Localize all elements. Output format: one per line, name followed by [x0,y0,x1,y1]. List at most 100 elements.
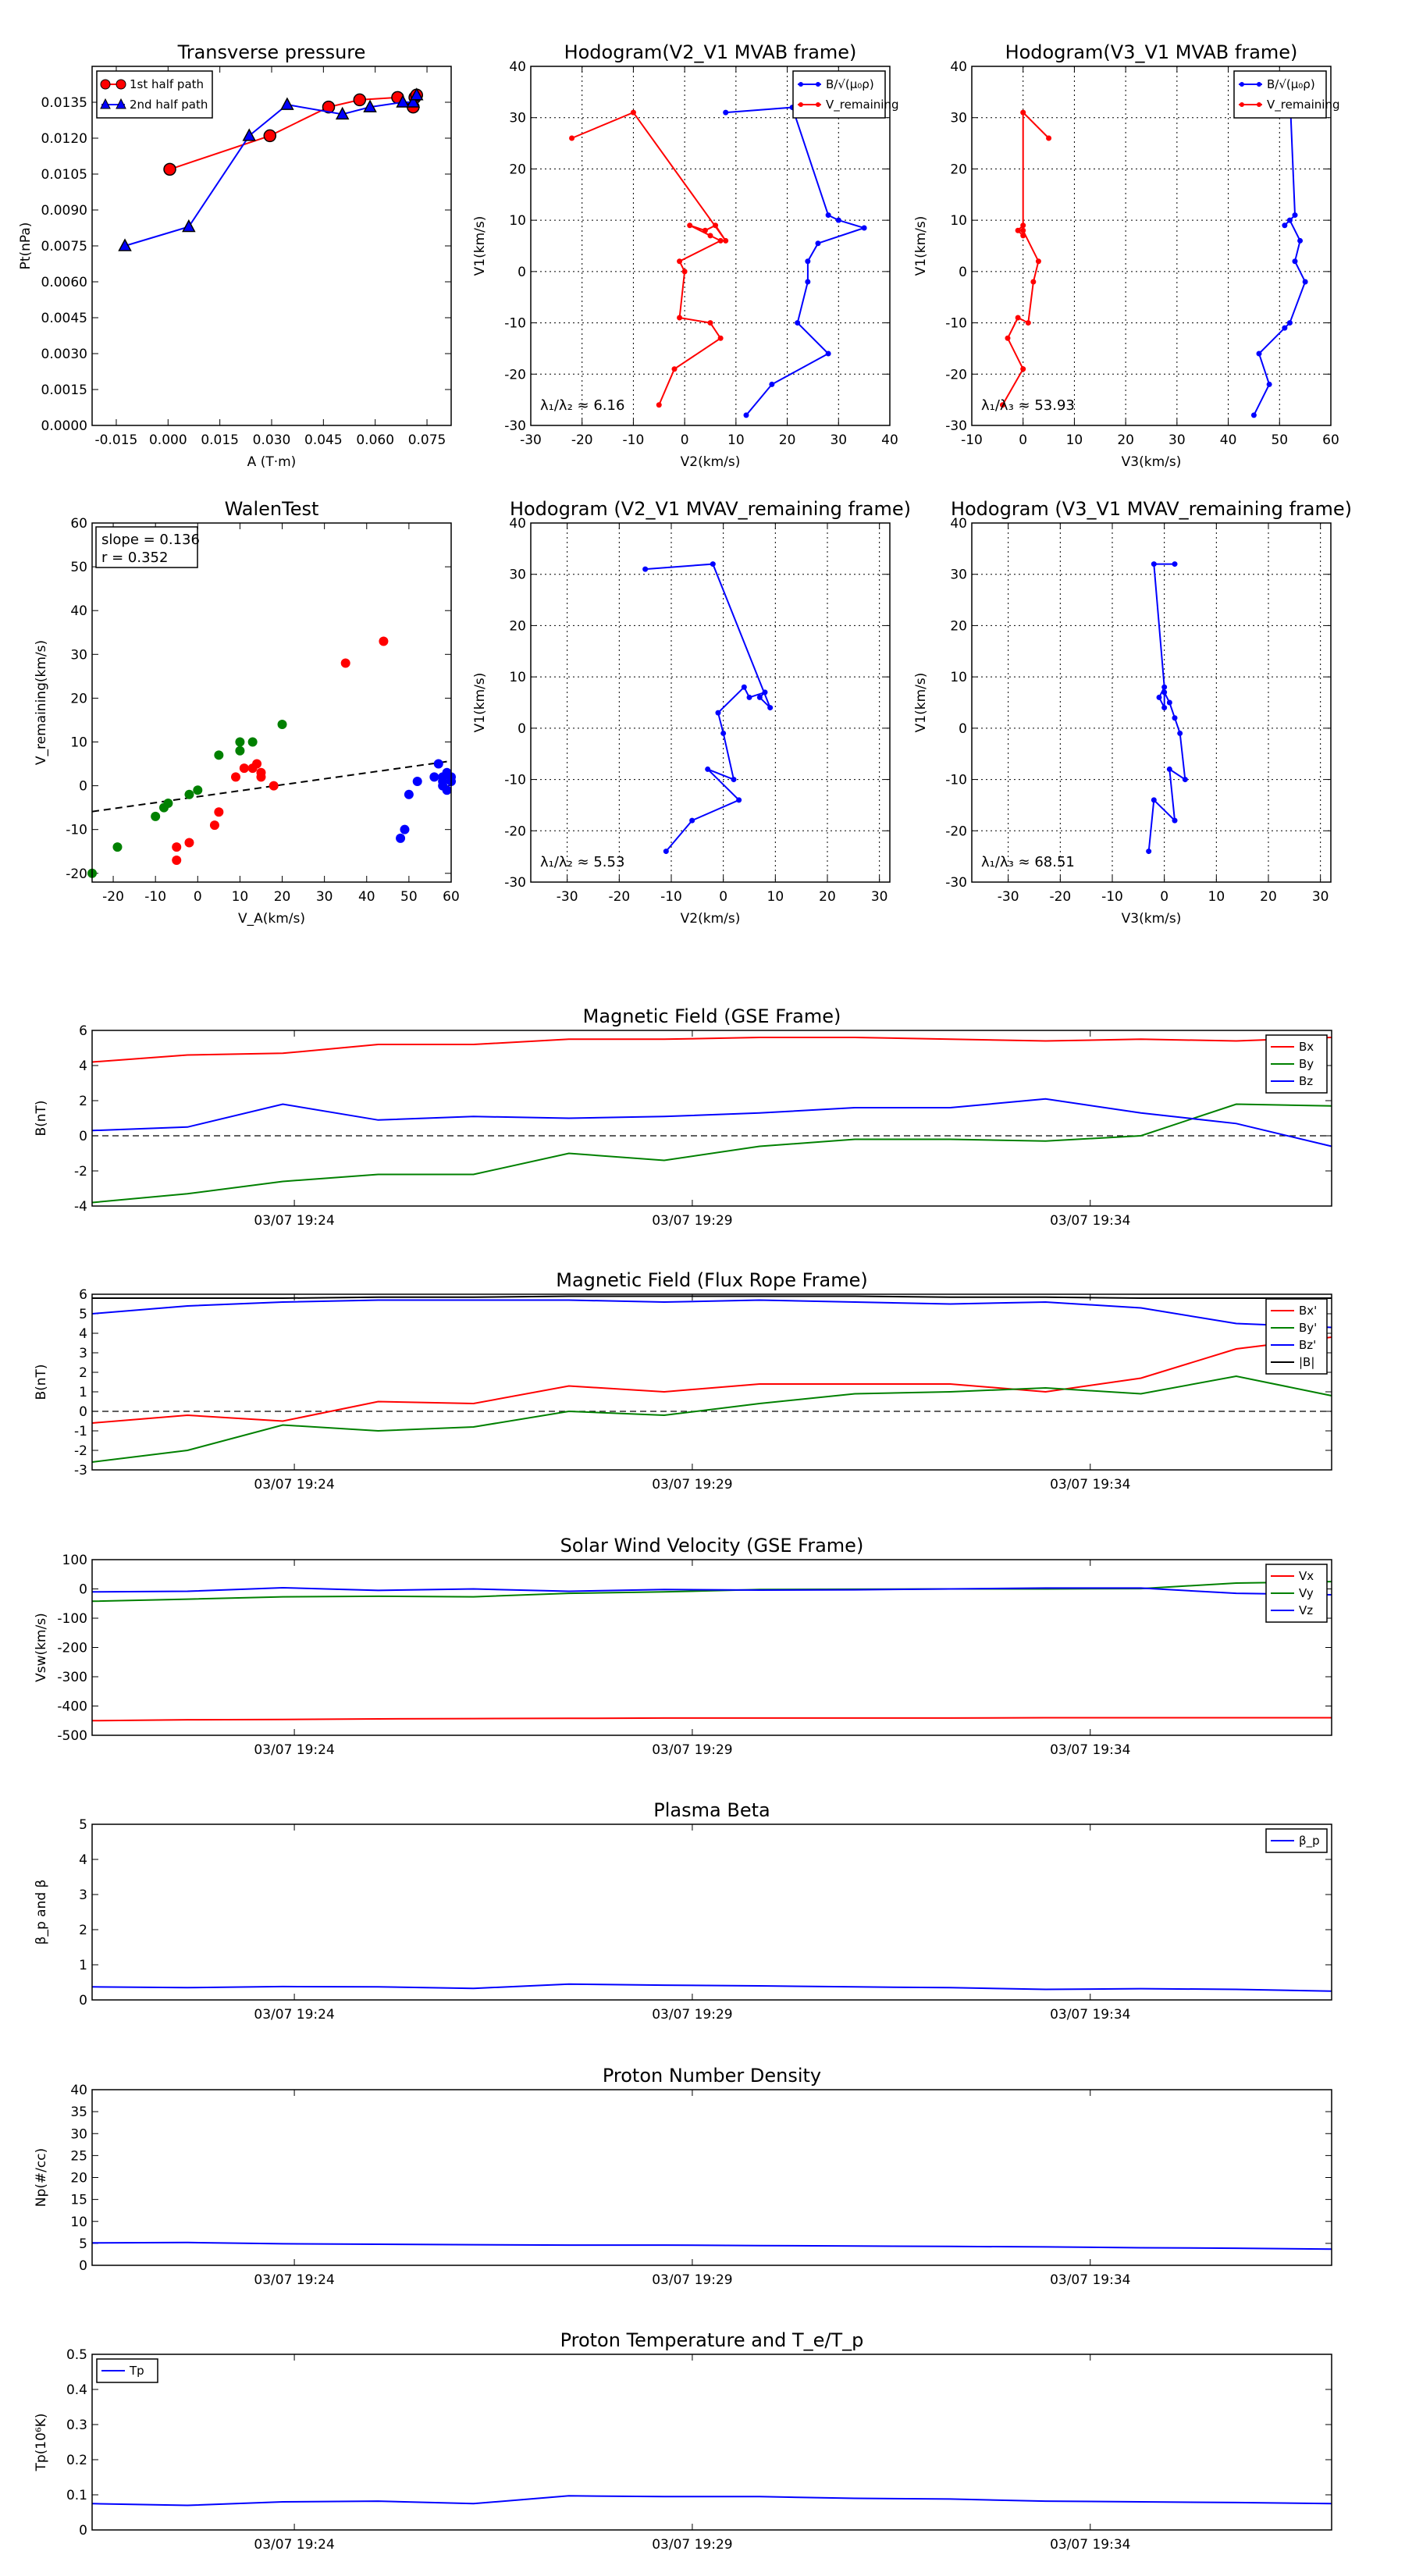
data-point [835,217,841,223]
y-tick-label: -20 [504,824,526,839]
fit-r-label: r = 0.352 [101,550,168,566]
y-tick-label: 0 [79,1404,87,1420]
data-point [689,817,695,824]
data-point [569,135,575,141]
x-tick-label: 40 [358,889,375,905]
legend-marker [100,98,111,109]
data-point [715,710,721,716]
y-tick-label: 0.2 [66,2453,87,2468]
y-tick-label: 0.0105 [41,167,87,183]
y-tick-label: 40 [70,2083,87,2098]
y-tick-label: 20 [70,2171,87,2186]
legend-label: Bz' [1299,1338,1316,1352]
y-tick-label: -20 [945,367,967,382]
data-point [242,128,257,141]
x-tick-label: 03/07 19:24 [254,2537,334,2553]
x-tick-label: 20 [274,889,291,905]
series-line [91,1983,1332,1992]
x-tick-label: 03/07 19:29 [652,1477,732,1493]
y-axis-label: β_p and β [34,1880,49,1945]
x-tick-label: 50 [400,889,418,905]
y-tick-label: 20 [509,162,526,177]
x-tick-label: -10 [660,889,682,905]
y-tick-label: 10 [70,2215,87,2230]
x-tick-label: 0.045 [304,432,343,448]
y-tick-label: -3 [74,1463,87,1478]
x-tick-label: 50 [1271,432,1288,448]
y-tick-label: -2 [74,1164,87,1179]
y-axis-label: V1(km/s) [913,673,929,733]
series-line [91,1581,1332,1603]
y-tick-label: 2 [79,1365,87,1381]
plot-frame [91,2089,1332,2266]
data-point [118,238,132,251]
panel-title: Hodogram (V3_V1 MVAV_remaining frame) [951,498,1352,520]
data-point [400,824,410,834]
data-point [815,240,821,247]
data-point [1020,366,1026,372]
x-axis-label: V3(km/s) [1122,911,1182,927]
y-tick-label: 6 [79,1023,87,1039]
y-tick-label: 10 [950,670,967,685]
data-point [193,785,203,795]
data-point [182,219,196,233]
data-point [1156,694,1162,700]
x-tick-label: -30 [557,889,578,905]
x-tick-label: 03/07 19:34 [1050,1213,1130,1229]
data-point [184,838,194,848]
x-tick-label: -20 [102,889,124,905]
x-tick-label: 10 [232,889,249,905]
data-point [209,820,219,831]
x-tick-label: 0 [1019,432,1027,448]
series-line [91,1336,1332,1424]
y-tick-label: -500 [57,1728,87,1744]
x-tick-label: 20 [1260,889,1277,905]
y-tick-label: 0.5 [66,2347,87,2363]
x-tick-label: 0 [681,432,689,448]
y-tick-label: 0 [79,779,87,795]
legend-marker [1240,82,1244,87]
data-point [1172,561,1178,568]
data-point [717,335,724,341]
series-line [91,1586,1332,1596]
y-tick-label: 0 [79,2258,87,2274]
y-axis-label: V1(km/s) [472,216,488,276]
panel-h2: Hodogram(V3_V1 MVAB frame) -30 -20 -10 0 10 20… [913,41,1340,470]
legend-box [1233,70,1327,119]
x-tick-label: 03/07 19:29 [652,1742,732,1758]
y-tick-label: 40 [950,516,967,532]
series-line [1001,110,1050,406]
data-point [410,87,424,101]
x-tick-label: 30 [1312,889,1329,905]
data-point [717,237,724,244]
data-point [707,320,713,326]
data-point [795,320,801,326]
y-tick-label: 0.0030 [41,347,87,362]
y-tick-label: 50 [70,560,87,575]
y-tick-label: 20 [70,691,87,706]
series-line [91,1299,1332,1329]
legend-marker [1257,102,1261,107]
data-point [172,855,182,865]
data-point [247,737,258,747]
legend-marker [116,79,126,90]
y-tick-label: 0.0045 [41,311,87,326]
legend-label: β_p [1299,1834,1320,1848]
legend-label: B/√(μ₀ρ) [826,77,874,91]
data-point [256,772,266,782]
y-tick-label: 30 [70,647,87,663]
y-tick-label: 0.0075 [41,239,87,254]
y-tick-label: 0 [79,2523,87,2539]
legend-marker [116,98,126,109]
y-tick-label: -20 [504,367,526,382]
y-tick-label: 0.0135 [41,95,87,111]
data-point [1166,699,1172,706]
data-point [1146,849,1152,855]
y-tick-label: 6 [79,1287,87,1303]
y-tick-label: 30 [950,568,967,583]
y-tick-label: 20 [950,162,967,177]
y-tick-label: 30 [509,111,526,126]
x-axis-label: V_A(km/s) [238,911,305,927]
plot-frame [91,66,452,426]
x-tick-label: 03/07 19:34 [1050,2007,1130,2023]
